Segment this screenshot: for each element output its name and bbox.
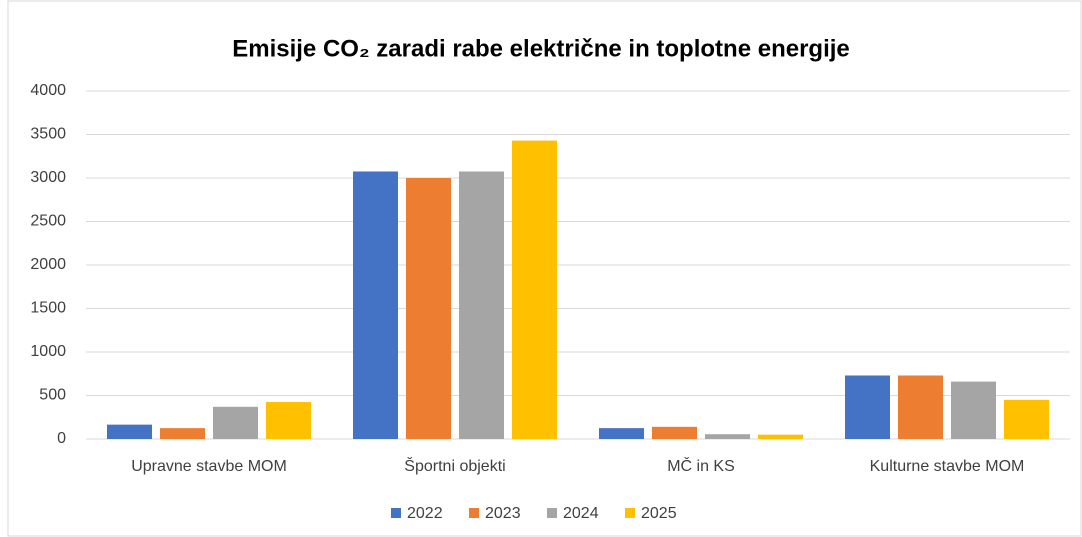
y-tick-label: 3500	[30, 126, 66, 143]
x-tick-label: MČ in KS	[667, 456, 735, 475]
bar	[758, 434, 803, 439]
bar	[512, 140, 557, 439]
bar	[213, 406, 258, 439]
legend-swatch	[469, 508, 479, 518]
bar	[951, 381, 996, 439]
bar	[652, 426, 697, 439]
y-tick-label: 2500	[30, 213, 66, 230]
y-tick-label: 3000	[30, 169, 66, 186]
y-tick-label: 0	[57, 430, 66, 447]
bar	[107, 424, 152, 439]
bar	[845, 375, 890, 439]
bar	[705, 434, 750, 439]
x-tick-label: Upravne stavbe MOM	[131, 458, 287, 475]
legend-label: 2024	[563, 505, 599, 522]
x-tick-label: Športni objekti	[404, 456, 505, 475]
legend-label: 2025	[641, 505, 677, 522]
bar	[898, 375, 943, 439]
y-tick-label: 1500	[30, 300, 66, 317]
legend-swatch	[547, 508, 557, 518]
legend-swatch	[625, 508, 635, 518]
y-tick-label: 1000	[30, 343, 66, 360]
x-tick-label: Kulturne stavbe MOM	[870, 458, 1025, 475]
bar	[599, 428, 644, 439]
legend-label: 2022	[407, 505, 443, 522]
bar	[160, 428, 205, 439]
bar	[353, 171, 398, 439]
bar	[266, 402, 311, 439]
y-tick-label: 4000	[30, 82, 66, 99]
bar	[459, 171, 504, 439]
y-tick-label: 500	[39, 387, 66, 404]
bar	[406, 178, 451, 439]
legend-label: 2023	[485, 505, 521, 522]
chart-title: Emisije CO₂ zaradi rabe električne in to…	[232, 35, 850, 62]
legend-swatch	[391, 508, 401, 518]
y-tick-label: 2000	[30, 256, 66, 273]
bar	[1004, 399, 1049, 439]
